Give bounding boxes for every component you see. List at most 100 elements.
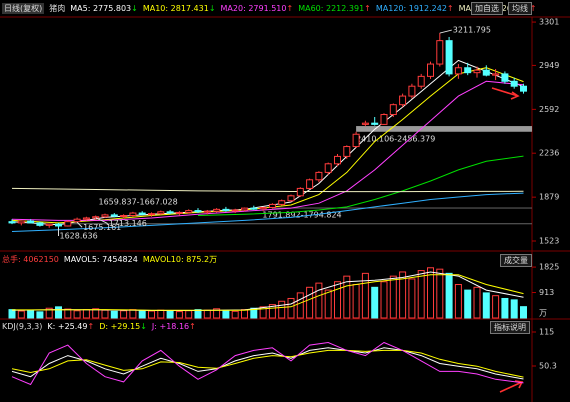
y-unit: 万 [539, 309, 547, 318]
volume-bar [445, 272, 453, 319]
candle-body [510, 80, 518, 87]
legend-name: J: [151, 322, 157, 331]
volume-bar [175, 311, 183, 319]
volume-bar [520, 306, 527, 319]
volume-bar [464, 289, 472, 319]
indicator-line [197, 155, 524, 216]
candle-body [27, 220, 35, 224]
gap-label: 1791.892-1794.824 [262, 210, 341, 219]
y-tick-label: 1825 [539, 263, 559, 272]
volume-bar [129, 309, 137, 319]
legend-item: K: +25.49↑ [47, 322, 94, 331]
y-tick-label: 115 [539, 327, 554, 336]
legend-name: MA20: [220, 4, 246, 13]
y-tick-label: 2592 [539, 105, 559, 114]
candle-body [315, 171, 323, 181]
ma-button[interactable]: 均线 [508, 2, 532, 15]
legend-item: MA10: 2817.431↓ [143, 4, 216, 13]
volume-bar [92, 308, 100, 319]
candle-body [324, 163, 332, 173]
add-watchlist-button[interactable]: 加自选 [471, 2, 503, 15]
candle-body [73, 218, 81, 223]
indicator-line [12, 274, 524, 311]
volume-bar [268, 304, 276, 319]
y-tick-label: 2236 [539, 149, 559, 158]
candle-body [427, 63, 434, 77]
volume-bar [166, 310, 174, 319]
candle-body [157, 211, 165, 215]
legend-item: MAVOL5: 7454824 [64, 255, 138, 264]
volume-bar [408, 278, 416, 319]
period: 日线(复权) [2, 3, 45, 14]
volume-bar [110, 310, 118, 319]
legend-value: 2817.431 [170, 4, 209, 13]
volume-bar [17, 310, 25, 319]
candle-body [194, 210, 202, 213]
legend-value: 2775.803 [92, 4, 132, 13]
value: 4062150 [23, 255, 59, 264]
volume-bar [399, 271, 407, 319]
legend-name: MA60: [298, 4, 324, 13]
indicator-help-button[interactable]: 指标说明 [490, 321, 530, 334]
annotation-arrow [499, 380, 524, 393]
legend-trend: ↓ [208, 4, 216, 13]
legend-value: +29.15 [110, 322, 141, 331]
volume-bar [492, 295, 500, 319]
legend-trend: ↑ [529, 4, 537, 13]
volume-bar [417, 270, 425, 319]
candle-body [82, 217, 90, 220]
annotation-arrow [491, 87, 520, 100]
candle-body [361, 122, 369, 125]
indicator-line [11, 187, 524, 193]
candle-body [17, 220, 25, 224]
legend-name: D: [99, 322, 109, 331]
note-pointer [76, 221, 83, 228]
volume-bar [427, 267, 434, 319]
legend-item: J: +18.16↑ [152, 322, 196, 331]
candle-body [203, 210, 211, 213]
candle-body [436, 40, 444, 65]
legend-value: 2212.391 [325, 4, 365, 13]
indicator-line [11, 341, 524, 386]
volume-bar [185, 310, 193, 319]
legend-trend: ↑ [286, 4, 294, 13]
indicator-line [11, 192, 524, 232]
candle-body [175, 211, 183, 214]
candle-body [287, 195, 295, 202]
volume-bar [231, 310, 239, 319]
volume-bar [380, 281, 388, 319]
y-tick-label: 3301 [539, 18, 559, 27]
legend-value: 2791.510 [248, 4, 287, 13]
volume-bar [259, 306, 267, 319]
note-pointer [439, 29, 452, 34]
legend-item: MA60: 2212.391↑ [298, 4, 371, 13]
volume-bar [138, 309, 146, 319]
legend-name: MA10: [142, 4, 169, 13]
legend-value: 1912.242 [408, 4, 447, 13]
gap-label: 1659.837-1667.028 [99, 198, 178, 207]
volume-bar [287, 297, 295, 319]
volume-bar [45, 307, 53, 319]
candle-body [296, 187, 304, 197]
y-tick-label: 913 [539, 288, 554, 297]
volume-bar [473, 286, 481, 319]
volume-bar [157, 309, 165, 319]
legend-value: 875.2万 [186, 255, 218, 264]
indicator-line [11, 59, 524, 226]
legend-name: MAVOL5: [63, 255, 100, 264]
gap-zone [272, 207, 532, 209]
label: 总手: [2, 255, 21, 264]
candle-body [101, 214, 109, 218]
volume-bar [8, 309, 16, 319]
gap-zone [356, 126, 532, 132]
candle-body [492, 73, 500, 76]
volume-bar [334, 281, 341, 319]
volume-bar [371, 286, 379, 319]
volume-button[interactable]: 成交量 [500, 254, 532, 267]
candle-body [464, 67, 472, 74]
candle-body [222, 208, 230, 212]
price-note: 1713.146 [109, 219, 147, 228]
volume-bar [194, 309, 202, 319]
candle-body [445, 40, 453, 75]
volume-bar [296, 292, 304, 319]
